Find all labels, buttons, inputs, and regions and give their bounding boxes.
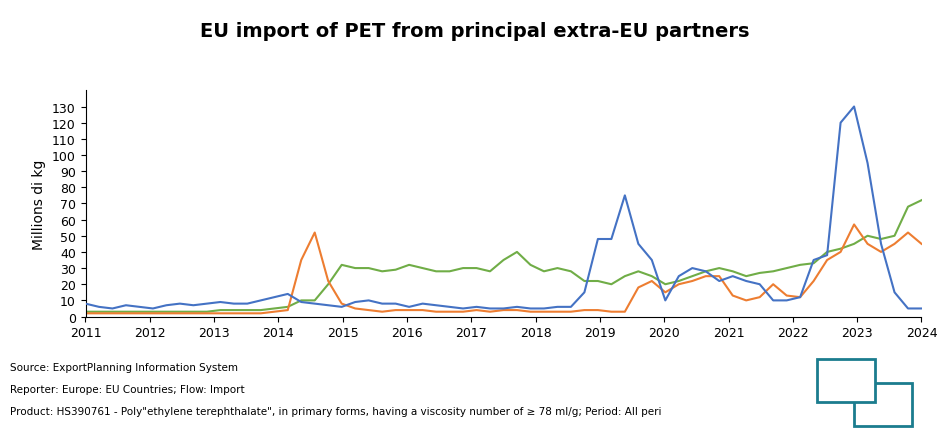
- Text: Reporter: Europe: EU Countries; Flow: Import: Reporter: Europe: EU Countries; Flow: Im…: [10, 384, 244, 394]
- Text: Source: ExportPlanning Information System: Source: ExportPlanning Information Syste…: [10, 362, 238, 372]
- Bar: [817, 359, 875, 402]
- Bar: [854, 383, 911, 426]
- Text: EU import of PET from principal extra-EU partners: EU import of PET from principal extra-EU…: [200, 22, 750, 41]
- Y-axis label: Millions di kg: Millions di kg: [32, 159, 47, 249]
- Text: Product: HS390761 - Poly"ethylene terephthalate", in primary forms, having a vis: Product: HS390761 - Poly"ethylene tereph…: [10, 406, 661, 416]
